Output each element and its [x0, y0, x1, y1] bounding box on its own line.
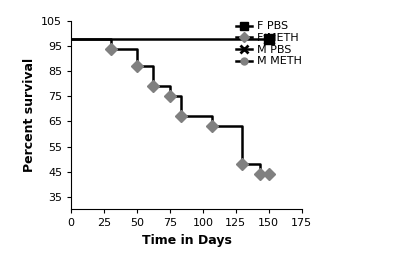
Legend: F PBS, F METH, M PBS, M METH: F PBS, F METH, M PBS, M METH [236, 21, 302, 66]
X-axis label: Time in Days: Time in Days [142, 234, 231, 247]
Y-axis label: Percent survival: Percent survival [23, 58, 36, 172]
